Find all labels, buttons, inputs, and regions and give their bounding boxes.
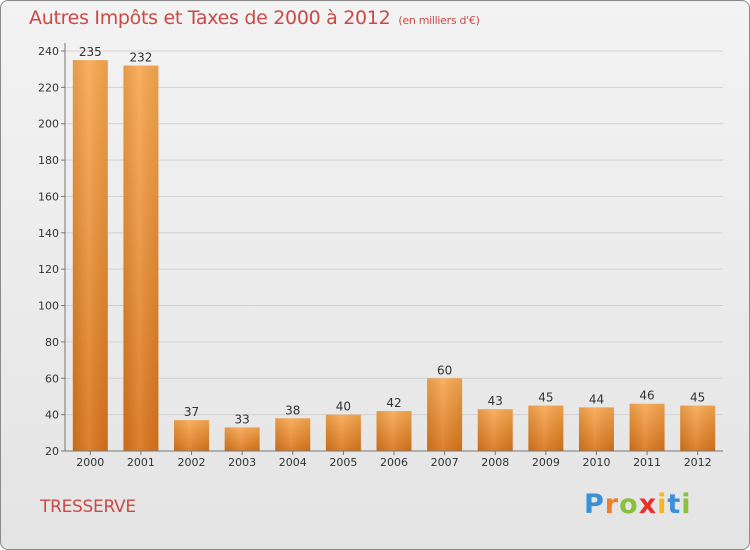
bar-shade: [680, 405, 716, 451]
bar-shade: [376, 411, 412, 451]
axes: 20 40 60 80 100 120 140 160 180 200 220 240 2000 2001…: [38, 43, 723, 469]
logo-letter: t: [667, 489, 682, 520]
grid-lines: [65, 50, 723, 416]
logo-letter: r: [604, 489, 620, 520]
y-tick-label: 20: [45, 445, 59, 458]
x-tick-label: 2012: [684, 456, 712, 469]
chart-title-text: Autres Impôts et Taxes de 2000 à 2012: [29, 7, 391, 29]
y-tick-label: 120: [38, 263, 59, 276]
data-label: 42: [386, 396, 401, 410]
data-label: 45: [690, 391, 705, 405]
x-tick-label: 2004: [279, 456, 307, 469]
x-tick-label: 2005: [329, 456, 357, 469]
y-tick-label: 140: [38, 227, 59, 240]
x-tick-label: 2007: [431, 456, 459, 469]
y-tick-label: 160: [38, 190, 59, 203]
chart-unit: (en milliers d'€): [398, 14, 480, 27]
logo-letter: o: [619, 489, 639, 520]
y-tick-label: 60: [45, 372, 59, 385]
x-tick-label: 2009: [532, 456, 560, 469]
bar-shade: [72, 60, 108, 451]
x-tick-label: 2002: [178, 456, 206, 469]
bar-shade: [629, 403, 665, 451]
bar-shade: [275, 418, 311, 451]
chart-title: Autres Impôts et Taxes de 2000 à 2012 (en…: [29, 7, 480, 29]
proxiti-logo: Proxiti: [584, 489, 692, 520]
x-tick-label: 2010: [582, 456, 610, 469]
logo-letter: i: [681, 489, 692, 520]
data-labels: 235 232 37 33 38 40 42 60 43 45 44 46 45: [79, 45, 705, 426]
logo-letter: x: [638, 489, 658, 520]
data-label: 33: [235, 412, 250, 426]
data-label: 60: [437, 363, 452, 377]
x-tick-label: 2001: [127, 456, 155, 469]
logo-letter: i: [657, 489, 668, 520]
bar-shade: [224, 427, 260, 451]
x-tick-label: 2011: [633, 456, 661, 469]
y-tick-label: 40: [45, 409, 59, 422]
x-tick-label: 2000: [76, 456, 104, 469]
place-name: TRESSERVE: [40, 497, 136, 517]
data-label: 235: [79, 45, 102, 59]
y-tick-label: 200: [38, 118, 59, 131]
data-label: 44: [589, 392, 604, 406]
data-label: 40: [336, 400, 351, 414]
bar-shade: [427, 378, 463, 451]
data-label: 43: [488, 394, 503, 408]
bar-shade: [528, 405, 564, 451]
data-label: 46: [639, 389, 654, 403]
bars: [72, 60, 716, 451]
bar-shade: [174, 420, 210, 451]
data-label: 38: [285, 403, 300, 417]
x-tick-label: 2006: [380, 456, 408, 469]
y-tick-label: 220: [38, 81, 59, 94]
y-tick-label: 240: [38, 45, 59, 58]
bar-shade: [477, 409, 513, 451]
bar-shade: [325, 414, 361, 451]
data-label: 232: [129, 51, 152, 65]
y-tick-label: 80: [45, 336, 59, 349]
x-tick-label: 2008: [481, 456, 509, 469]
y-tick-label: 100: [38, 300, 59, 313]
bar-shade: [578, 407, 614, 451]
data-label: 45: [538, 391, 553, 405]
logo-letter: P: [584, 489, 605, 520]
x-tick-label: 2003: [228, 456, 256, 469]
bar-shade: [123, 65, 159, 451]
data-label: 37: [184, 405, 199, 419]
y-tick-label: 180: [38, 154, 59, 167]
